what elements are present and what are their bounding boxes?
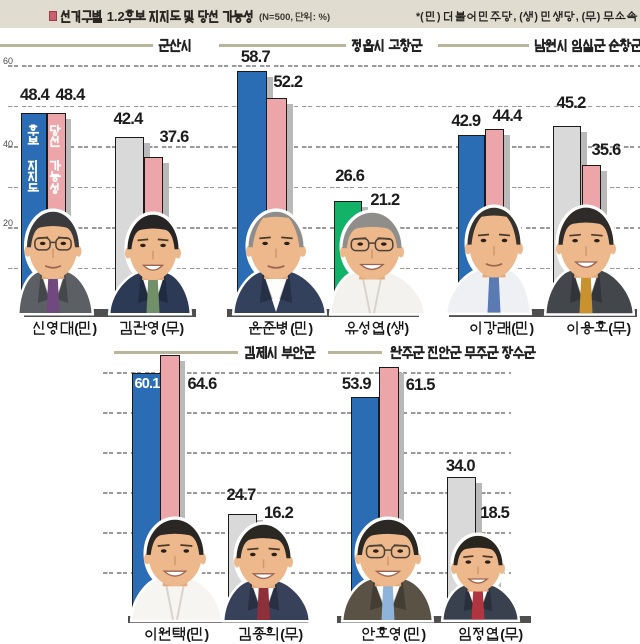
svg-text:): ): [179, 320, 184, 336]
svg-text:): ): [529, 320, 534, 336]
svg-text:): ): [519, 626, 524, 642]
svg-text:): ): [437, 11, 443, 23]
svg-text:: %): : %): [313, 12, 330, 23]
svg-text:): ): [93, 320, 98, 336]
svg-text:): ): [299, 626, 304, 642]
svg-text:(: (: [386, 320, 391, 336]
svg-text:(: (: [186, 626, 191, 642]
svg-text:(: (: [74, 320, 79, 336]
svg-text:): ): [597, 11, 603, 23]
svg-text:): ): [534, 11, 540, 23]
svg-text:(: (: [161, 320, 166, 336]
svg-text:): ): [626, 320, 631, 336]
svg-text:(: (: [608, 320, 613, 336]
svg-text:): ): [422, 626, 427, 642]
svg-text:): ): [204, 626, 209, 642]
svg-text:(: (: [500, 626, 505, 642]
svg-text:): ): [309, 320, 314, 336]
svg-text:, (: , (: [576, 11, 586, 23]
svg-text:(: (: [280, 626, 285, 642]
svg-text:, (: , (: [513, 11, 523, 23]
svg-text:1.2: 1.2: [103, 9, 125, 24]
svg-text:(: (: [511, 320, 516, 336]
svg-text:(: (: [403, 626, 408, 642]
svg-text:*(: *(: [416, 11, 424, 23]
svg-text:): ): [404, 320, 409, 336]
svg-text:(: (: [290, 320, 295, 336]
svg-text:(N=500,: (N=500,: [259, 12, 296, 23]
